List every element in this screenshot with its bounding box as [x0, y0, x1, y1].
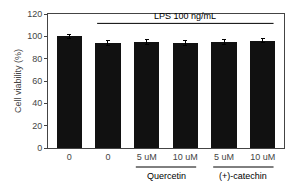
svg-text:0: 0 [37, 143, 42, 153]
svg-text:100: 100 [27, 31, 42, 41]
svg-text:LPS 100 ng/mL: LPS 100 ng/mL [154, 11, 216, 21]
svg-text:Cell viability (%): Cell viability (%) [13, 49, 23, 113]
svg-text:10 uM: 10 uM [173, 152, 198, 162]
svg-text:0: 0 [105, 152, 110, 162]
svg-text:120: 120 [27, 9, 42, 19]
svg-text:40: 40 [32, 98, 42, 108]
svg-text:60: 60 [32, 76, 42, 86]
svg-text:(+)-catechin: (+)-catechin [219, 171, 267, 181]
svg-text:20: 20 [32, 121, 42, 131]
svg-text:0: 0 [67, 152, 72, 162]
svg-text:Quercetin: Quercetin [147, 171, 186, 181]
svg-text:80: 80 [32, 54, 42, 64]
svg-text:5 uM: 5 uM [137, 152, 157, 162]
svg-text:5 uM: 5 uM [214, 152, 234, 162]
svg-text:10 uM: 10 uM [250, 152, 275, 162]
